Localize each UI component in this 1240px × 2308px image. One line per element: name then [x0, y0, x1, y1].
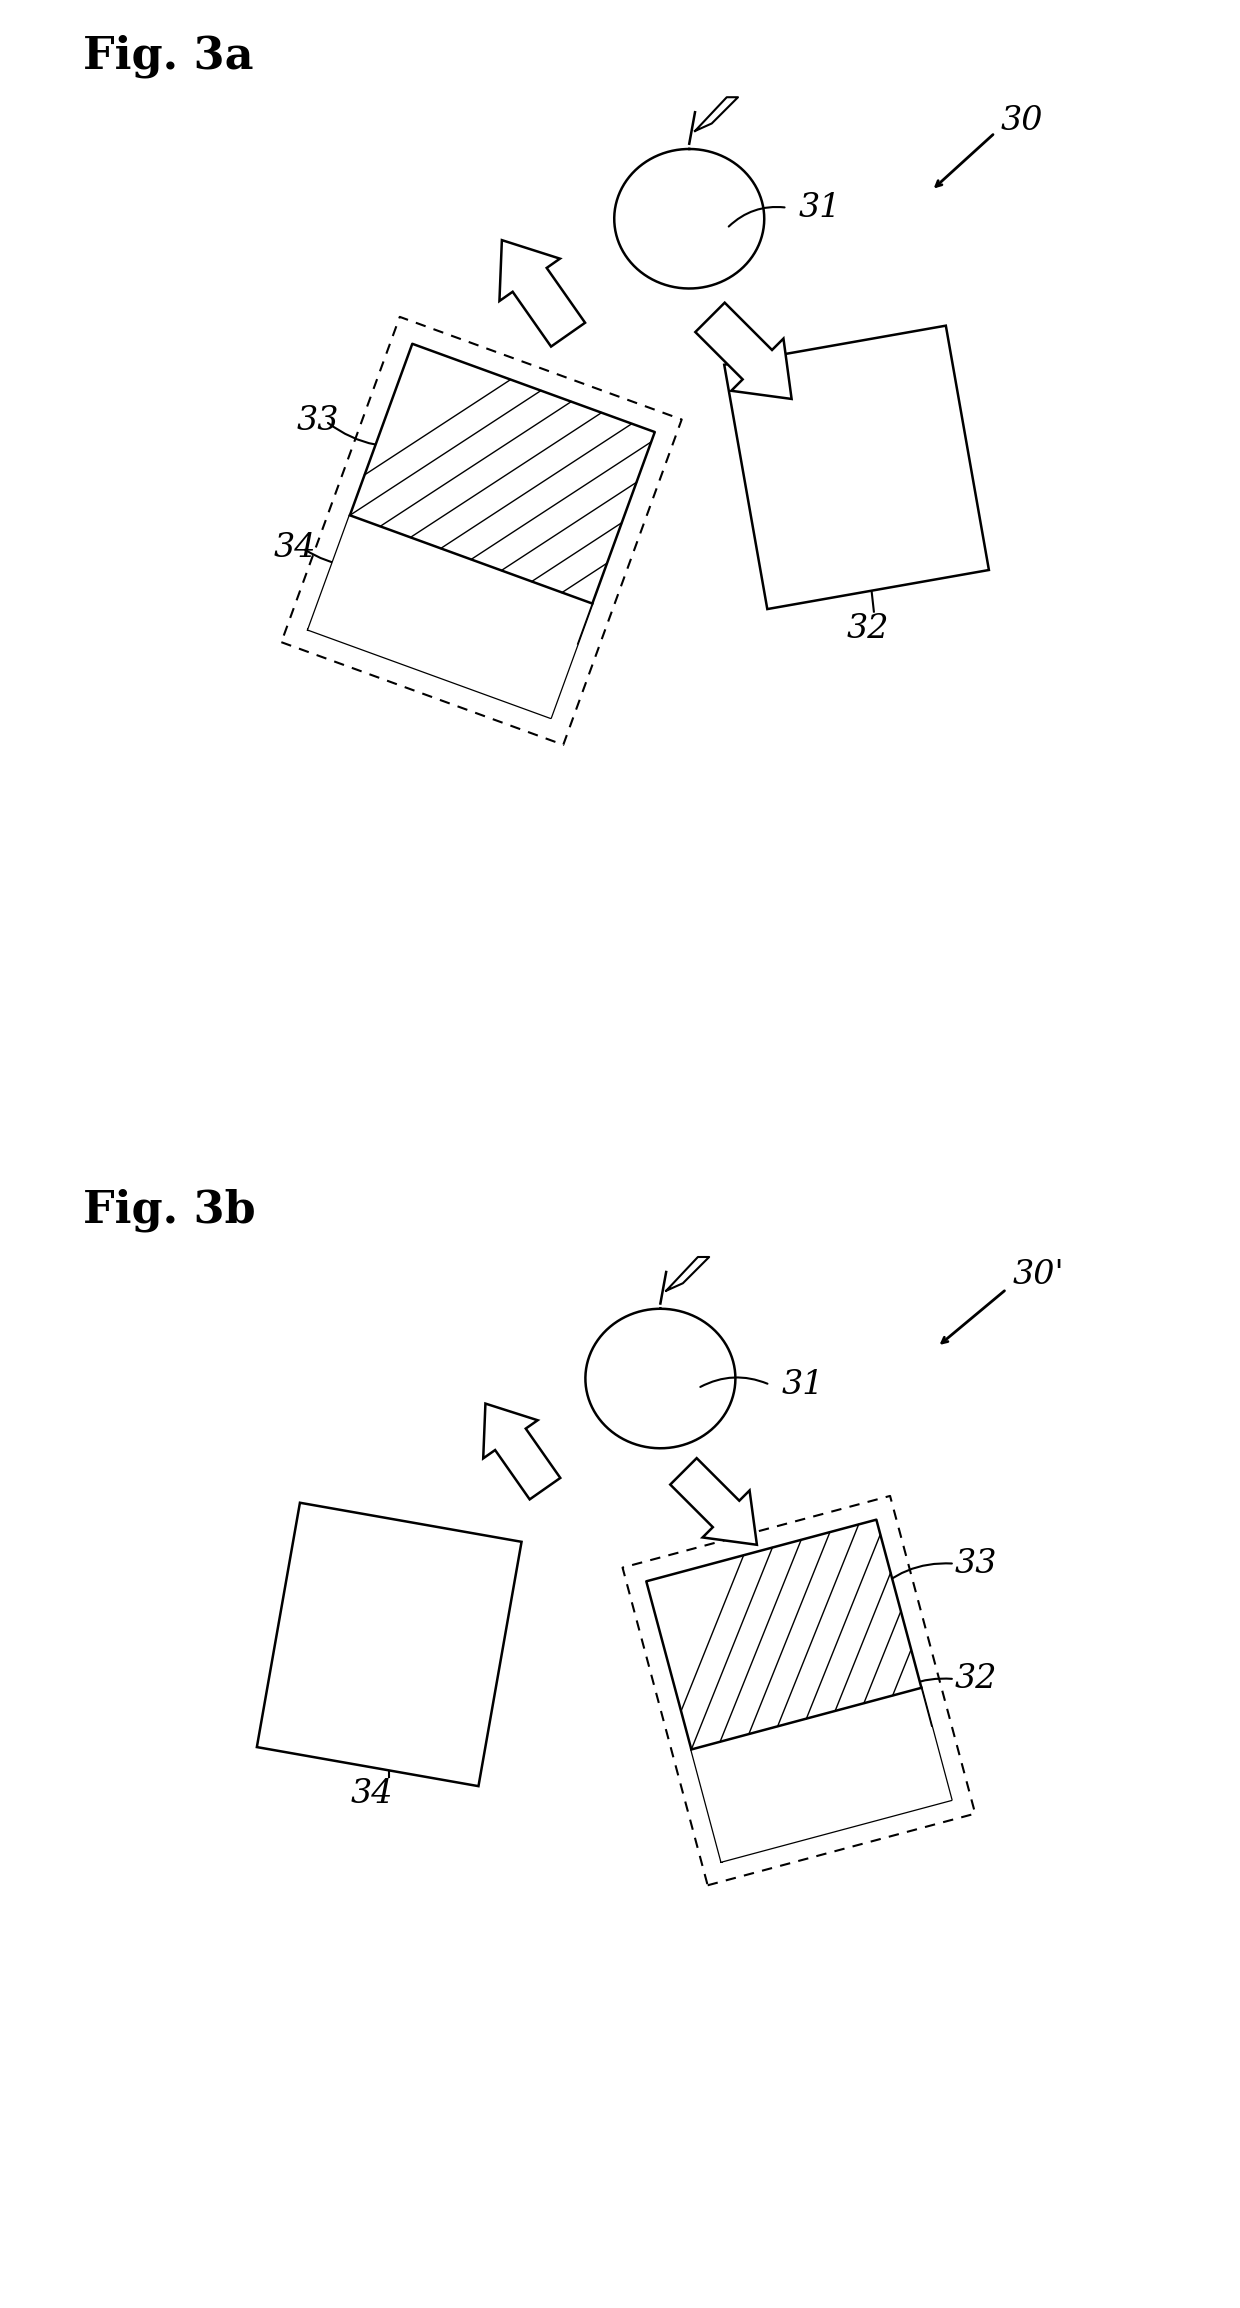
Polygon shape — [484, 1403, 560, 1500]
Text: Fig. 3b: Fig. 3b — [83, 1189, 255, 1232]
Polygon shape — [646, 1519, 951, 1863]
Text: 34: 34 — [274, 533, 316, 563]
Polygon shape — [309, 344, 655, 718]
Text: 30': 30' — [1012, 1260, 1064, 1290]
Text: 33: 33 — [955, 1549, 997, 1579]
Polygon shape — [257, 1503, 522, 1786]
Text: 34: 34 — [351, 1779, 393, 1809]
Polygon shape — [309, 515, 593, 718]
Polygon shape — [696, 302, 791, 399]
Text: 32: 32 — [955, 1664, 997, 1694]
Text: 31: 31 — [781, 1369, 825, 1401]
Text: 31: 31 — [799, 192, 842, 224]
Text: 30: 30 — [1001, 106, 1043, 136]
Polygon shape — [692, 1687, 951, 1863]
Text: 32: 32 — [847, 614, 889, 644]
Polygon shape — [724, 325, 990, 609]
Text: Fig. 3a: Fig. 3a — [83, 35, 254, 78]
Polygon shape — [671, 1459, 756, 1544]
Text: 33: 33 — [296, 406, 340, 436]
Polygon shape — [500, 240, 585, 346]
